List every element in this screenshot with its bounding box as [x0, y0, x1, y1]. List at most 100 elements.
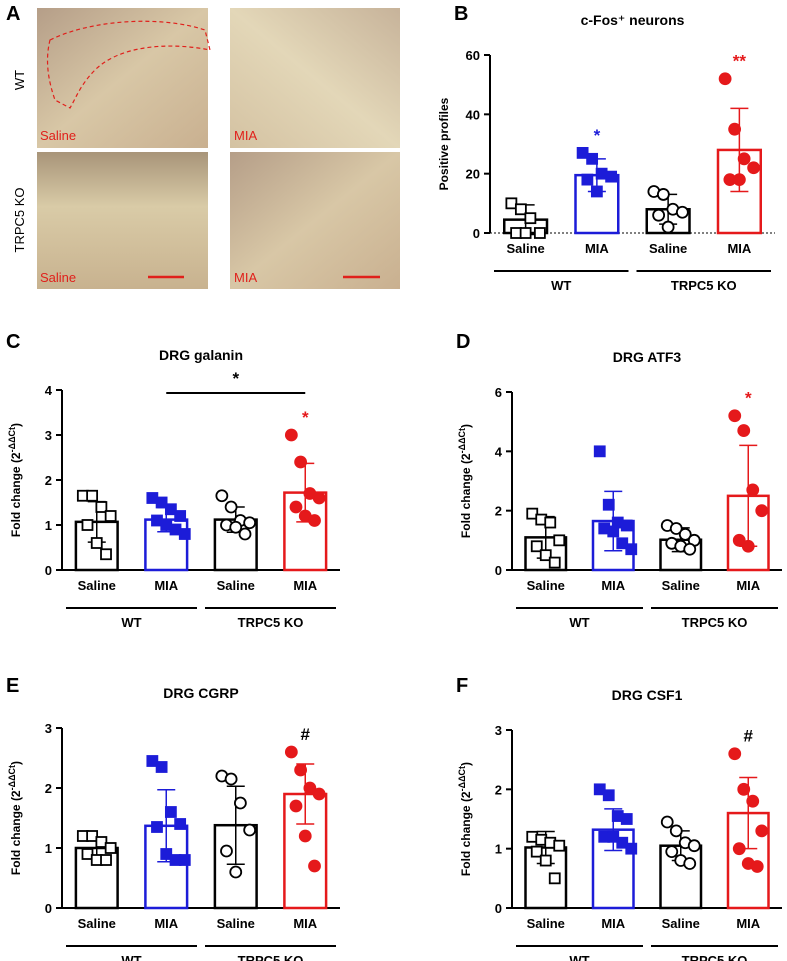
data-point [652, 208, 666, 222]
data-point [602, 789, 615, 802]
data-point [151, 821, 163, 833]
y-tick-label: 4 [45, 383, 53, 398]
significance-mark: * [232, 369, 239, 388]
data-point [683, 542, 697, 556]
panel-letter: B [454, 3, 468, 25]
group-label: WT [121, 953, 141, 961]
data-point [590, 185, 603, 198]
chart-title: c-Fos⁺ neurons [581, 12, 685, 28]
chart: F DRG CSF1 Fold change (2-ΔΔCt) 0 1 2 3 Saline M… [456, 675, 782, 961]
data-point [620, 813, 633, 825]
data-point [174, 818, 187, 830]
data-point [86, 489, 99, 502]
y-axis-label-sup: -ΔΔCt [7, 765, 17, 790]
data-point [665, 845, 679, 859]
data-point [620, 519, 633, 532]
data-point [678, 528, 692, 541]
data-point [514, 203, 527, 216]
data-point [548, 872, 561, 885]
x-tick-label: Saline [649, 241, 687, 256]
y-axis-label-sup: -ΔΔCt [457, 766, 467, 791]
data-point [553, 839, 566, 852]
group-label: TRPC5 KO [682, 953, 748, 961]
y-tick-label: 3 [45, 721, 52, 736]
x-tick-label: MIA [154, 916, 178, 931]
data-point [741, 539, 755, 553]
panel-letter: D [456, 331, 470, 353]
y-tick-label: 4 [495, 444, 503, 459]
x-tick-label: MIA [293, 916, 317, 931]
significance-mark: * [745, 389, 752, 408]
y-tick-label: 0 [473, 226, 480, 241]
data-point [524, 212, 537, 225]
panel-a: A WT TRPC5 KO Saline MIA Saline MIA [6, 3, 400, 289]
chart: D DRG ATF3 Fold change (2-ΔΔCt) 0 2 4 6 Saline M… [456, 331, 782, 630]
chart-title: DRG ATF3 [613, 349, 682, 365]
data-point [737, 424, 751, 437]
micrograph [37, 8, 208, 148]
y-axis-label-end: ) [459, 424, 473, 428]
data-point [215, 489, 229, 503]
chart: C DRG galanin Fold change (2-ΔΔCt) 0 1 2 3 4 Sal… [6, 331, 340, 630]
data-point [81, 848, 94, 860]
data-point [243, 823, 257, 837]
data-point [164, 503, 177, 516]
y-tick-label: 0 [495, 901, 502, 916]
data-point [146, 755, 159, 767]
data-point [616, 836, 629, 849]
panel-letter: C [6, 331, 20, 353]
data-point [605, 170, 618, 183]
data-point [505, 197, 518, 210]
significance-mark: # [744, 727, 754, 746]
significance-mark: * [302, 408, 309, 427]
data-point [174, 510, 187, 522]
data-point [95, 836, 108, 848]
group-label: WT [121, 615, 141, 630]
x-tick-label: Saline [506, 241, 544, 256]
data-point [656, 188, 670, 201]
data-point [669, 522, 683, 535]
y-axis-label-end: ) [9, 761, 23, 765]
x-tick-label: Saline [527, 578, 565, 593]
y-tick-label: 0 [495, 563, 502, 578]
data-point [155, 496, 168, 509]
x-tick-label: Saline [527, 916, 565, 931]
micrograph [230, 152, 400, 289]
y-axis-label: Fold change (2-ΔΔCt) [457, 762, 473, 876]
data-point [602, 498, 615, 511]
data-point [308, 859, 321, 873]
significance-mark: ** [733, 52, 747, 71]
data-point [312, 787, 326, 801]
data-point [294, 455, 308, 469]
data-point [732, 842, 746, 856]
y-tick-label: 0 [45, 563, 52, 578]
y-axis-label-text: Fold change (2 [9, 452, 23, 537]
data-point [544, 516, 557, 529]
group-label: TRPC5 KO [238, 615, 304, 630]
panel-letter: A [6, 3, 20, 25]
y-tick-label: 2 [45, 473, 52, 488]
chart-title: DRG galanin [159, 347, 243, 363]
y-tick-label: 3 [495, 723, 502, 738]
data-point [100, 548, 112, 561]
data-point [576, 146, 589, 159]
y-tick-label: 40 [466, 107, 480, 122]
data-point [233, 796, 247, 810]
data-point [178, 528, 191, 540]
data-point [164, 806, 177, 818]
x-tick-label: MIA [293, 578, 317, 593]
y-tick-label: 60 [466, 48, 480, 63]
x-tick-label: Saline [217, 916, 255, 931]
image-label: Saline [40, 270, 76, 285]
data-point [728, 409, 742, 423]
data-point [718, 72, 732, 86]
data-point [530, 540, 543, 553]
data-point [90, 537, 103, 549]
x-tick-label: MIA [601, 916, 625, 931]
y-tick-label: 1 [45, 518, 52, 533]
data-point [95, 501, 108, 513]
data-point [661, 220, 675, 234]
data-point [728, 747, 742, 761]
data-point [669, 824, 683, 838]
